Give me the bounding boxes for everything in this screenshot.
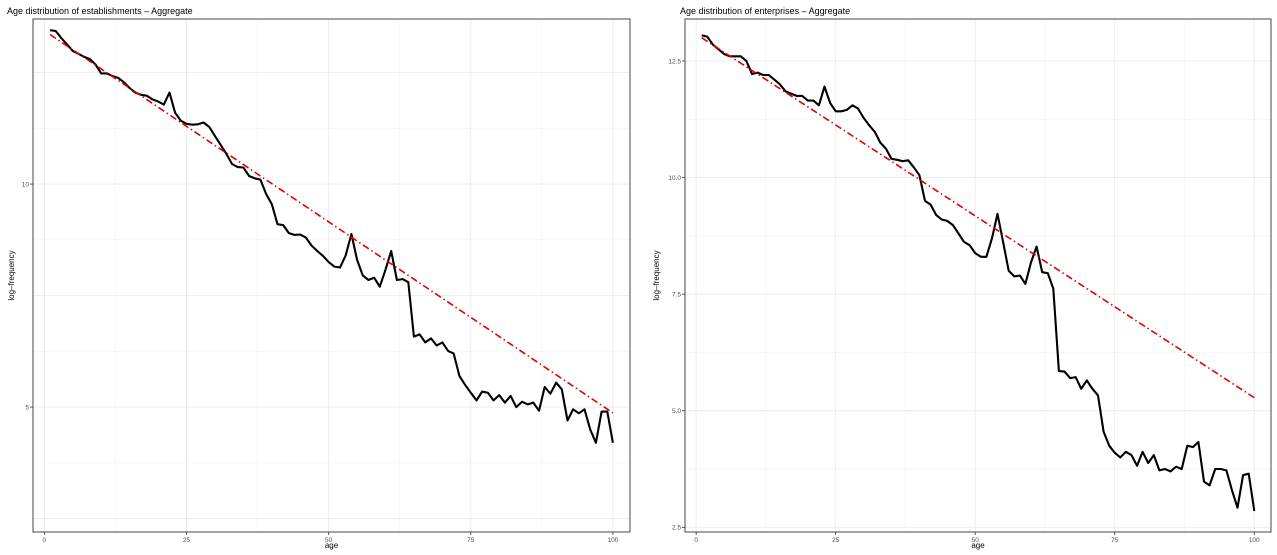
chart-title: Age distribution of enterprises – Aggreg… — [680, 6, 850, 16]
series-line-fit — [701, 37, 1255, 399]
x-tick-label: 25 — [832, 537, 840, 544]
y-tick-label: 10.0 — [668, 175, 681, 182]
x-tick-label: 100 — [608, 537, 619, 544]
y-tick-label: 5 — [25, 404, 29, 411]
panel-border — [32, 18, 631, 533]
x-tick-label: 50 — [972, 537, 980, 544]
y-tick-label: 12.5 — [668, 58, 681, 65]
x-tick-label: 100 — [1249, 537, 1260, 544]
series-line-fit — [49, 33, 614, 414]
x-tick-label: 0 — [43, 537, 47, 544]
y-axis-title: log–frequency — [7, 250, 16, 300]
y-tick-label: 7.5 — [672, 291, 681, 298]
x-tick-label: 50 — [325, 537, 333, 544]
series-line-observed — [701, 34, 1256, 512]
chart-panel-2: 0 25 50 75 100 2.5 5.0 7.5 10.0 12.5 Age distribut… — [652, 6, 1272, 550]
y-tick-label: 5.0 — [672, 408, 681, 415]
x-tick-label: 75 — [1111, 537, 1119, 544]
x-axis-title: age — [325, 541, 339, 550]
x-tick-label: 0 — [694, 537, 698, 544]
y-tick-label: 10 — [22, 181, 30, 188]
x-axis-title: age — [971, 541, 985, 550]
x-tick-label: 75 — [467, 537, 475, 544]
panel-border — [684, 18, 1272, 533]
chart-title: Age distribution of establishments – Agg… — [7, 6, 193, 16]
y-tick-label: 2.5 — [672, 525, 681, 532]
y-axis-title: log–frequency — [652, 250, 661, 300]
x-tick-label: 25 — [183, 537, 191, 544]
series-line-observed — [49, 29, 614, 444]
chart-panel-1: 0 25 50 75 100 5 10 Age distribution of establi… — [7, 6, 631, 550]
